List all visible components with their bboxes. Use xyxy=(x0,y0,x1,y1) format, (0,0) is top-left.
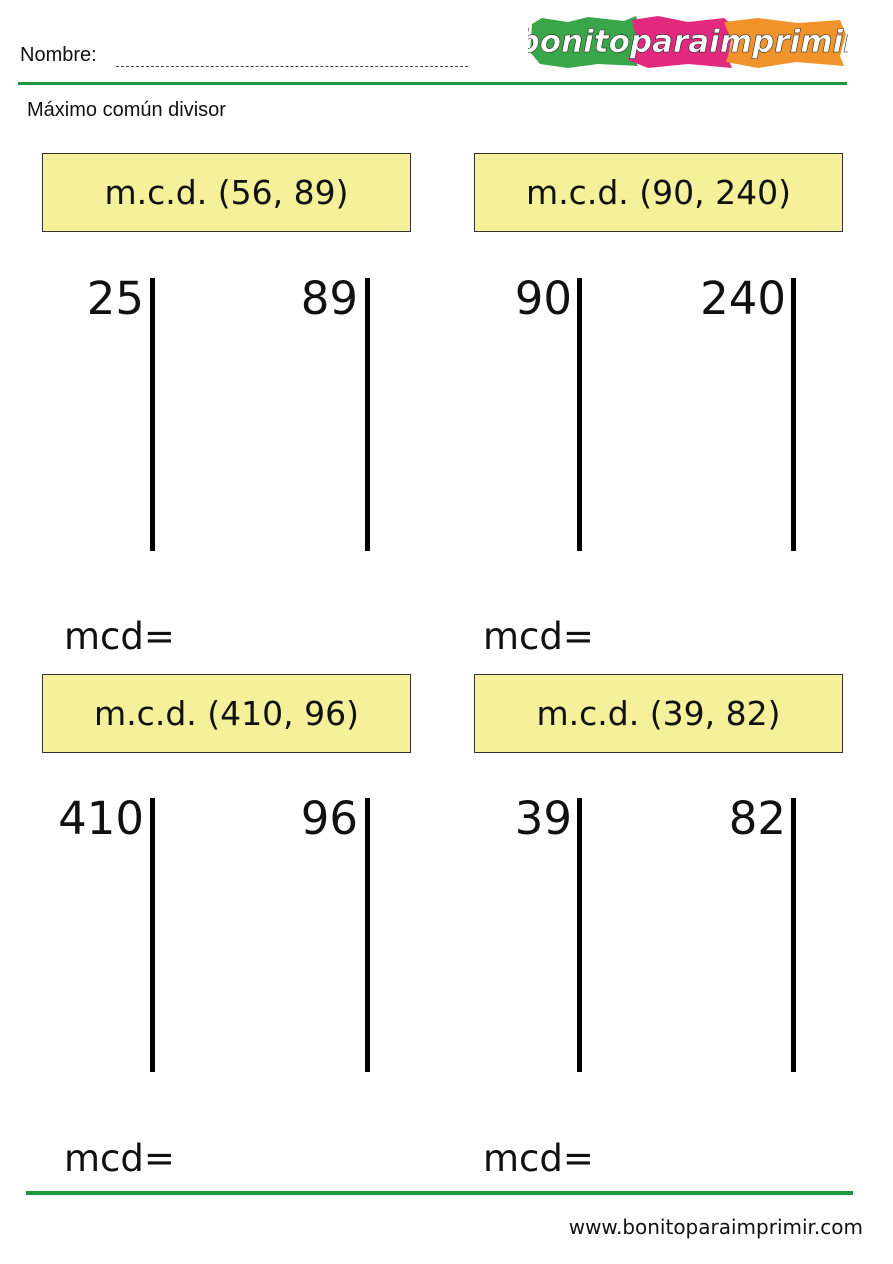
exercise-2-right-number: 240 xyxy=(700,272,786,325)
exercise-1-left-number: 25 xyxy=(86,272,144,325)
header-divider xyxy=(18,82,847,85)
exercise-4-right-number: 82 xyxy=(728,792,786,845)
exercise-3-result-label: mcd= xyxy=(64,1137,175,1180)
exercise-1-right-division-line xyxy=(365,278,370,551)
footer-divider xyxy=(26,1191,853,1195)
exercise-3-left-division-line xyxy=(150,798,155,1072)
exercise-4-result-label: mcd= xyxy=(483,1137,594,1180)
exercise-3-left-number: 410 xyxy=(58,792,144,845)
exercise-4-right-division-line xyxy=(791,798,796,1072)
exercise-3-right-number: 96 xyxy=(300,792,358,845)
exercise-4-title-box: m.c.d. (39, 82) xyxy=(474,674,843,753)
exercise-3-title-box: m.c.d. (410, 96) xyxy=(42,674,411,753)
exercise-2-result-label: mcd= xyxy=(483,615,594,658)
exercise-1-right-number: 89 xyxy=(300,272,358,325)
name-label: Nombre: xyxy=(20,44,97,66)
logo-text: bonitoparaimprimir xyxy=(528,24,848,60)
exercise-4-left-division-line xyxy=(577,798,582,1072)
exercise-2-left-number: 90 xyxy=(514,272,572,325)
exercise-2-right-division-line xyxy=(791,278,796,551)
exercise-2-left-division-line xyxy=(577,278,582,551)
exercise-2-title-box: m.c.d. (90, 240) xyxy=(474,153,843,232)
exercise-1-result-label: mcd= xyxy=(64,615,175,658)
brand-logo: bonitoparaimprimir xyxy=(517,14,860,70)
exercise-1-left-division-line xyxy=(150,278,155,551)
name-input-line[interactable] xyxy=(116,66,468,67)
footer-url: www.bonitoparaimprimir.com xyxy=(568,1215,863,1239)
exercise-3-right-division-line xyxy=(365,798,370,1072)
exercise-1-title-box: m.c.d. (56, 89) xyxy=(42,153,411,232)
worksheet-subtitle: Máximo común divisor xyxy=(27,99,226,121)
exercise-4-left-number: 39 xyxy=(514,792,572,845)
